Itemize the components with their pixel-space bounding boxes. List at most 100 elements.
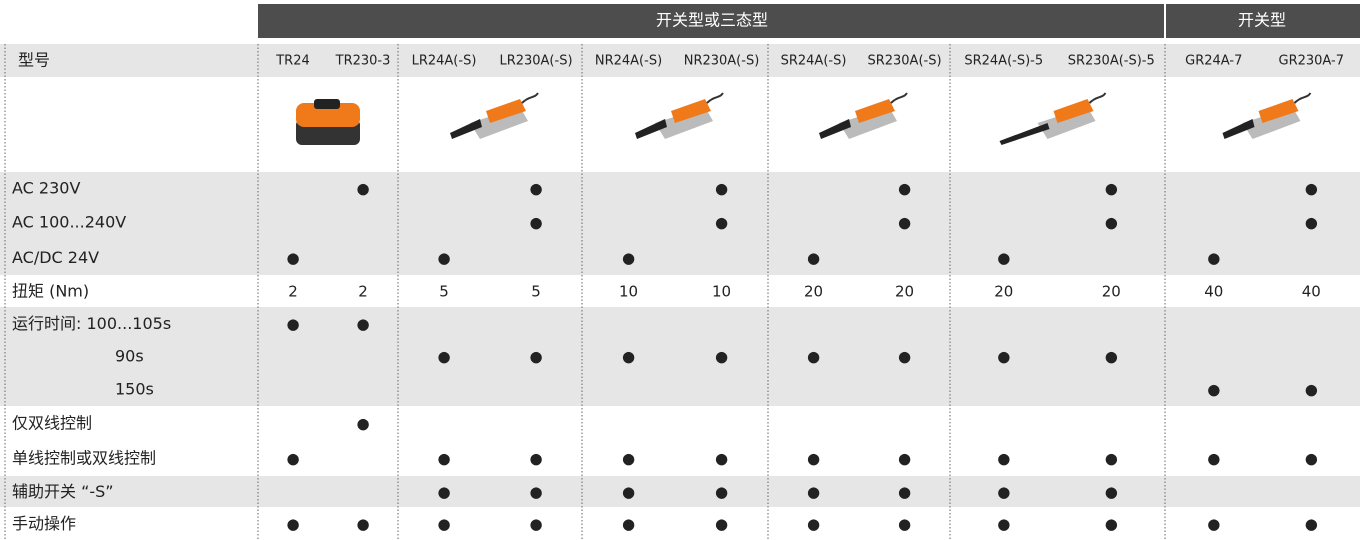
actuator-arm: [1222, 119, 1255, 139]
cell-dot: ●: [286, 450, 299, 468]
cell-value: 40: [1204, 283, 1223, 301]
model-name: LR24A(-S): [412, 54, 477, 69]
cell-dot: ●: [286, 515, 299, 533]
group-header: 开关型: [1238, 11, 1286, 30]
model-name: GR24A-7: [1185, 54, 1242, 69]
product-image: [1222, 92, 1312, 139]
cell-dot: ●: [807, 450, 820, 468]
cell-value: 5: [439, 283, 449, 301]
actuator-cover: [1258, 99, 1299, 123]
cell-dot: ●: [356, 415, 369, 433]
actuator-cable: [521, 92, 539, 104]
product-image: [635, 92, 724, 139]
cell-dot: ●: [715, 214, 728, 232]
cell-dot: ●: [529, 180, 542, 198]
model-name: NR230A(-S): [684, 54, 760, 69]
cell-dot: ●: [286, 249, 299, 267]
cell-value: 20: [895, 283, 914, 301]
model-name: LR230A(-S): [499, 54, 572, 69]
cell-dot: ●: [622, 483, 635, 501]
cell-dot: ●: [356, 180, 369, 198]
band-bg: [0, 172, 1360, 275]
cell-dot: ●: [715, 180, 728, 198]
cell-dot: ●: [437, 450, 450, 468]
product-image: [296, 99, 360, 145]
row-label: 90s: [115, 347, 144, 366]
cell-dot: ●: [1207, 381, 1220, 399]
model-name: GR230A-7: [1279, 54, 1345, 69]
cell-dot: ●: [715, 450, 728, 468]
cell-dot: ●: [1305, 381, 1318, 399]
actuator-cover: [855, 99, 895, 123]
cell-dot: ●: [529, 348, 542, 366]
cell-dot: ●: [997, 450, 1010, 468]
cell-dot: ●: [1305, 450, 1318, 468]
product-image: [999, 92, 1107, 145]
cell-dot: ●: [1305, 515, 1318, 533]
actuator-arm: [635, 119, 667, 139]
model-label: 型号: [18, 51, 50, 70]
row-label: 扭矩 (Nm): [12, 282, 89, 301]
row-label: 单线控制或双线控制: [12, 449, 156, 468]
cell-dot: ●: [529, 483, 542, 501]
product-image: [450, 92, 539, 139]
cell-dot: ●: [807, 249, 820, 267]
row-label: AC/DC 24V: [12, 248, 99, 267]
cell-value: 20: [1102, 283, 1121, 301]
cell-value: 10: [712, 283, 731, 301]
model-name: TR230-3: [335, 54, 391, 69]
cell-dot: ●: [1105, 483, 1118, 501]
actuator-cover: [671, 99, 711, 123]
cell-dot: ●: [529, 214, 542, 232]
cell-dot: ●: [437, 348, 450, 366]
actuator-cover: [296, 103, 360, 127]
model-name: SR24A(-S)-5: [964, 54, 1043, 69]
row-label: 辅助开关 “-S”: [12, 482, 114, 501]
cell-dot: ●: [622, 348, 635, 366]
actuator-cable: [1293, 92, 1312, 104]
cell-value: 20: [994, 283, 1013, 301]
cell-dot: ●: [807, 515, 820, 533]
actuator-cover: [1053, 99, 1094, 123]
cell-dot: ●: [715, 515, 728, 533]
cell-dot: ●: [1207, 450, 1220, 468]
cell-dot: ●: [1105, 515, 1118, 533]
cell-dot: ●: [1105, 450, 1118, 468]
row-label: 手动操作: [12, 514, 76, 533]
cell-dot: ●: [622, 249, 635, 267]
cell-dot: ●: [715, 483, 728, 501]
cell-dot: ●: [1305, 214, 1318, 232]
cell-dot: ●: [1105, 348, 1118, 366]
model-name: NR24A(-S): [595, 54, 662, 69]
cell-dot: ●: [997, 515, 1010, 533]
row-label: 150s: [115, 380, 154, 399]
band-bg: [0, 307, 1360, 406]
cell-dot: ●: [286, 315, 299, 333]
cell-dot: ●: [898, 483, 911, 501]
cell-dot: ●: [356, 515, 369, 533]
cell-dot: ●: [997, 483, 1010, 501]
cell-dot: ●: [437, 483, 450, 501]
cell-dot: ●: [622, 515, 635, 533]
cell-value: 20: [804, 283, 823, 301]
cell-dot: ●: [898, 214, 911, 232]
cell-value: 40: [1302, 283, 1321, 301]
row-label: AC 230V: [12, 179, 80, 198]
row-label: 仅双线控制: [12, 414, 92, 433]
cell-dot: ●: [1305, 180, 1318, 198]
actuator-cable: [706, 92, 724, 104]
cell-value: 10: [619, 283, 638, 301]
cell-dot: ●: [356, 315, 369, 333]
header-bar: [258, 4, 1360, 38]
cell-dot: ●: [529, 515, 542, 533]
model-name: SR230A(-S)-5: [1068, 54, 1155, 69]
cell-value: 2: [288, 283, 298, 301]
cell-dot: ●: [1207, 249, 1220, 267]
cell-dot: ●: [529, 450, 542, 468]
cell-dot: ●: [1207, 515, 1220, 533]
cell-dot: ●: [898, 180, 911, 198]
row-label: 运行时间: 100...105s: [12, 314, 171, 333]
actuator-cable: [890, 92, 908, 104]
product-image: [819, 92, 908, 139]
